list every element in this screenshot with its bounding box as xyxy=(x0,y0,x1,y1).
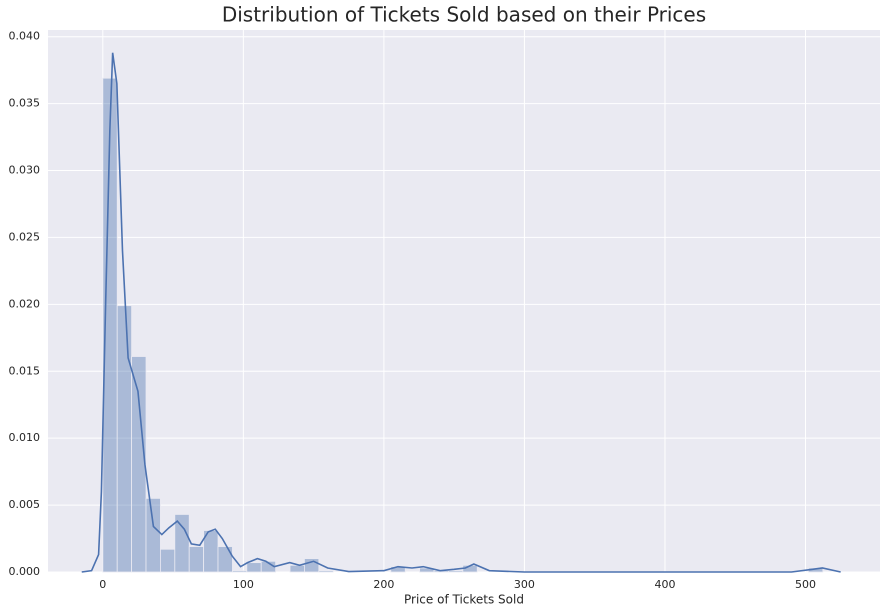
y-tick-label: 0.025 xyxy=(9,230,41,243)
histogram-bar xyxy=(174,514,190,573)
y-tick-label: 0.010 xyxy=(9,431,41,444)
y-tick-label: 0.030 xyxy=(9,164,41,177)
plot-area xyxy=(48,30,880,572)
histogram-bar xyxy=(304,558,320,573)
x-tick-label: 500 xyxy=(795,578,816,591)
x-tick-label: 400 xyxy=(654,578,675,591)
y-tick-label: 0.020 xyxy=(9,297,41,310)
histogram-bar xyxy=(145,497,161,573)
y-tick-label: 0.015 xyxy=(9,364,41,377)
histogram-bar xyxy=(232,570,248,573)
x-tick-label: 300 xyxy=(514,578,535,591)
y-tick-label: 0.000 xyxy=(9,565,41,578)
x-axis-label: Price of Tickets Sold xyxy=(404,593,524,607)
histogram-bar xyxy=(116,305,133,573)
y-tick-label: 0.035 xyxy=(9,97,41,110)
histogram-bar xyxy=(217,546,233,573)
x-tick-label: 100 xyxy=(233,578,254,591)
y-tick-label: 0.040 xyxy=(9,30,41,43)
histogram-bar xyxy=(188,546,205,573)
histogram-bar xyxy=(289,564,305,573)
chart-title: Distribution of Tickets Sold based on th… xyxy=(222,3,706,27)
histogram-bar xyxy=(160,548,176,573)
y-tick-label: 0.005 xyxy=(9,498,41,511)
histogram-bar xyxy=(448,570,464,573)
x-tick-label: 200 xyxy=(373,578,394,591)
x-tick-label: 0 xyxy=(99,578,106,591)
histogram-bar xyxy=(131,356,147,573)
histogram-bar xyxy=(246,562,262,573)
histogram-bar xyxy=(318,570,334,573)
kde-line xyxy=(81,52,841,573)
